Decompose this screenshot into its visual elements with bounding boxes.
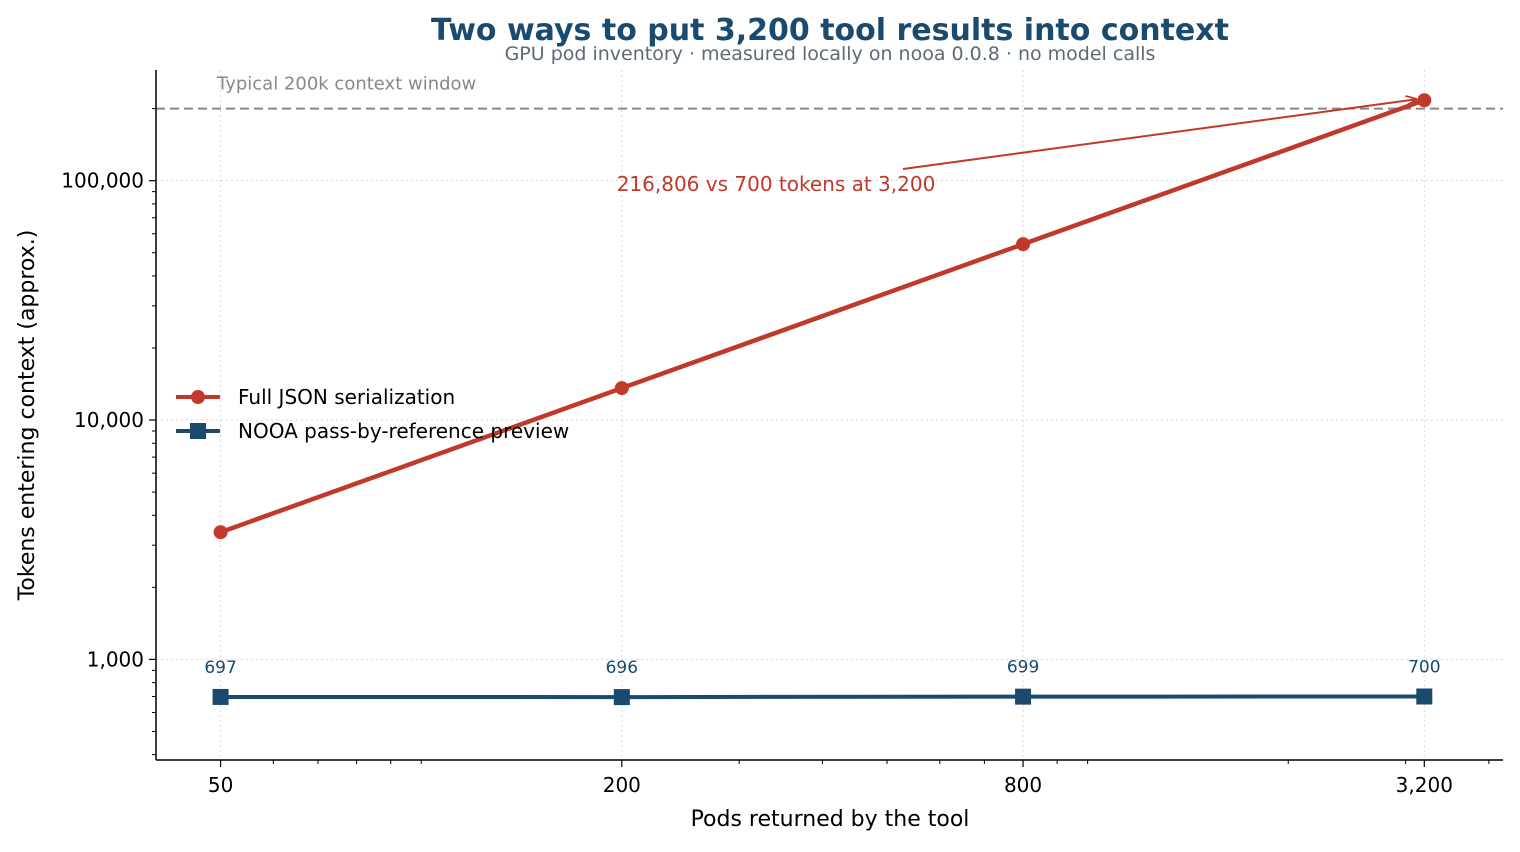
series-line — [219, 98, 1426, 535]
data-label: 696 — [606, 658, 638, 678]
data-point — [1016, 237, 1031, 252]
x-tick-label: 50 — [208, 773, 233, 797]
reference-line-label: Typical 200k context window — [216, 74, 476, 95]
legend: Full JSON serialization NOOA pass-by-refe… — [176, 385, 569, 443]
legend-marker — [191, 390, 205, 404]
reference-line-group: Typical 200k context window — [156, 74, 1503, 110]
x-axis-label: Pods returned by the tool — [691, 807, 970, 832]
legend-label: NOOA pass-by-reference preview — [238, 419, 569, 443]
data-point — [1417, 93, 1432, 108]
grid — [156, 70, 1503, 760]
x-tick-label: 200 — [603, 773, 641, 797]
data-point — [1015, 688, 1032, 705]
y-axis-label: Tokens entering context (approx.) — [15, 230, 40, 602]
axes: 50 200 800 3,200 1,000 10,000 100,000 — [61, 70, 1503, 797]
x-tick-label: 800 — [1004, 773, 1042, 797]
series-line — [220, 694, 1425, 700]
data-label: 697 — [204, 658, 236, 678]
data-label: 699 — [1007, 658, 1039, 678]
data-point — [613, 689, 630, 706]
y-tick-label: 100,000 — [61, 169, 144, 193]
data-label: 700 — [1408, 657, 1440, 677]
data-point — [213, 525, 228, 540]
series-group: 697 696 699 700 — [204, 93, 1441, 706]
y-tick-label: 10,000 — [74, 408, 144, 432]
annotation-arrow — [902, 99, 1416, 170]
data-point — [614, 381, 629, 396]
legend-marker — [190, 423, 206, 439]
annotation-text: 216,806 vs 700 tokens at 3,200 — [617, 172, 936, 196]
chart-title: Two ways to put 3,200 tool results into … — [431, 13, 1229, 48]
x-tick-label: 3,200 — [1396, 773, 1453, 797]
legend-label: Full JSON serialization — [238, 385, 455, 409]
chart-subtitle: GPU pod inventory · measured locally on … — [505, 43, 1156, 65]
data-point — [1416, 688, 1433, 705]
data-point — [212, 688, 229, 705]
annotation-group: 216,806 vs 700 tokens at 3,200 — [617, 99, 1417, 196]
y-tick-label: 1,000 — [87, 647, 144, 671]
